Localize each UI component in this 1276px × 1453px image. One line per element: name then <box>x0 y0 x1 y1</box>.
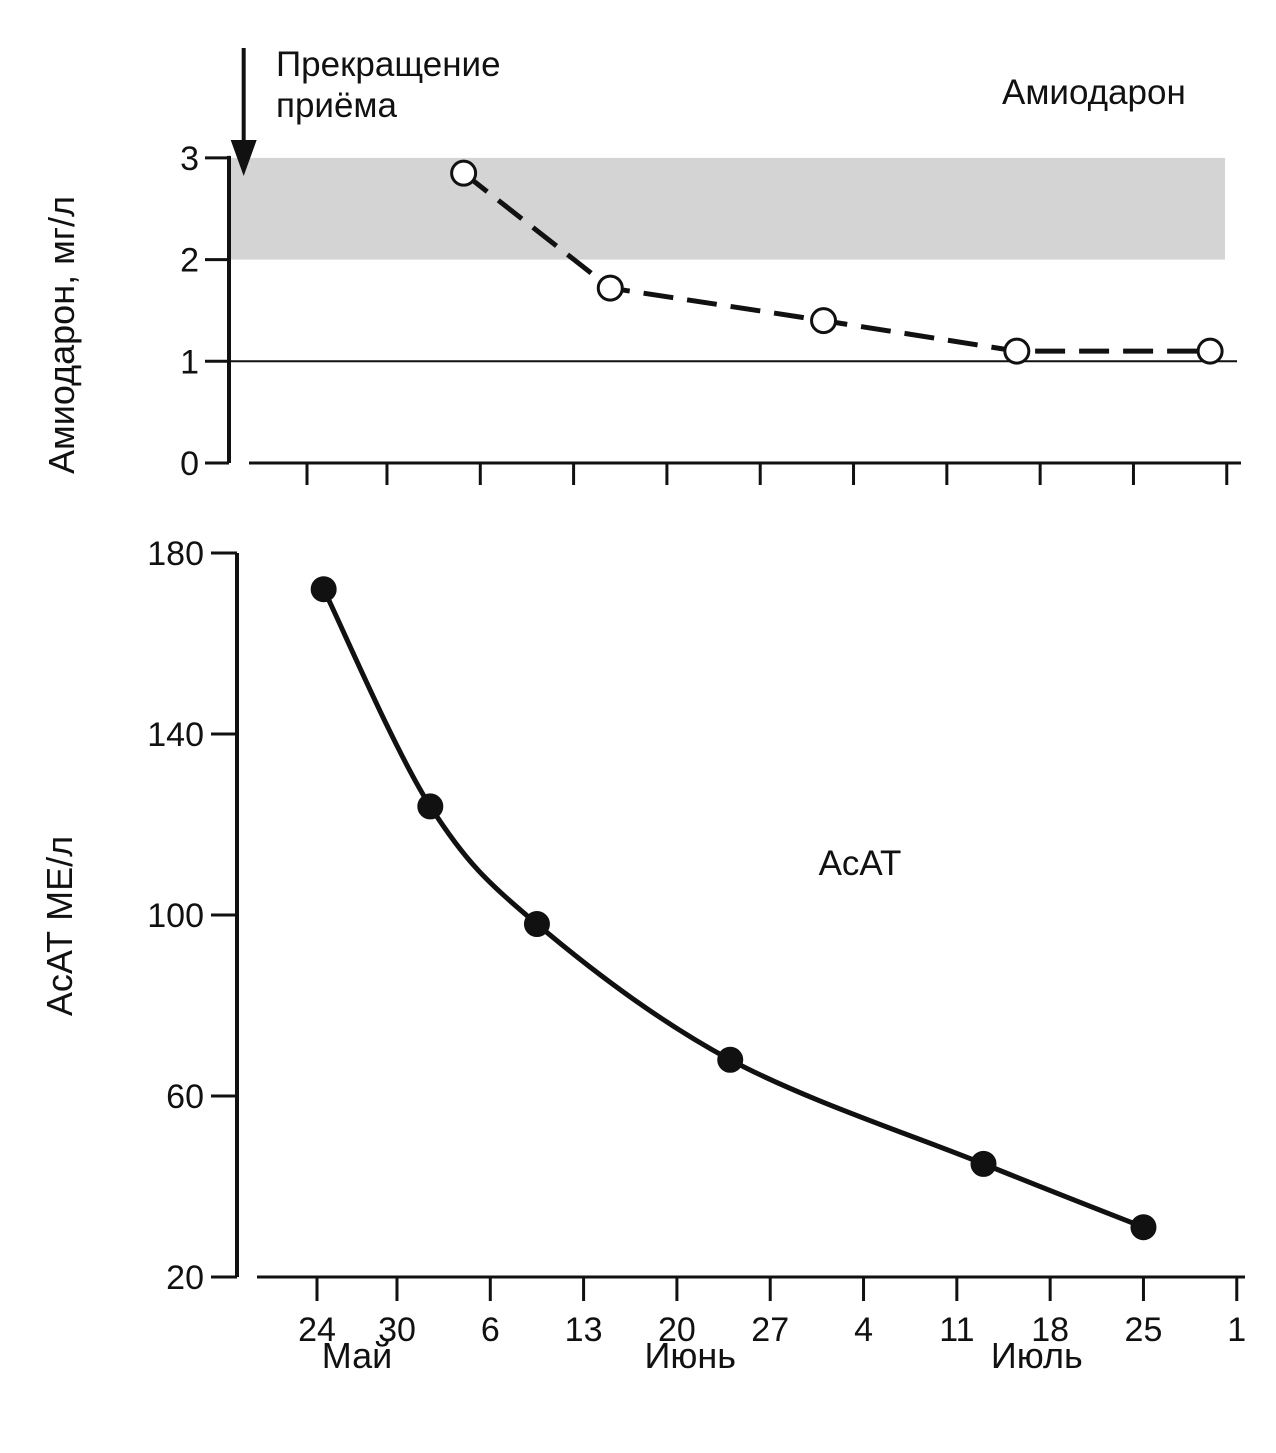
amiodarone-point <box>450 159 478 187</box>
bottom-x-tick-label: 20 <box>658 1311 696 1349</box>
bottom-x-tick-label: 1 <box>1227 1311 1246 1349</box>
bottom-y-tick-label: 60 <box>166 1078 204 1116</box>
ast-points <box>310 576 1157 1241</box>
month-label: Май <box>322 1335 393 1376</box>
bottom-x-tick-label: 30 <box>378 1311 416 1349</box>
bottom-x-tick-label: 18 <box>1031 1311 1069 1349</box>
bottom-x-tick-label: 24 <box>298 1311 336 1349</box>
therapeutic-range-band <box>229 157 1225 260</box>
ast-point <box>417 793 444 820</box>
bottom-y-tick-label: 140 <box>147 716 204 754</box>
ast-panel: 20 60 100 140 180 24 30 6 13 20 27 4 11 18 25 1 Май Июн… <box>39 535 1246 1376</box>
stop-annotation-line1: Прекращение <box>276 45 501 84</box>
top-y-tick-label: 3 <box>180 140 199 178</box>
top-y-axis-title: Амиодарон, мг/л <box>41 196 82 474</box>
month-label: Июль <box>991 1335 1083 1376</box>
amiodarone-panel: 0 1 2 3 Амиодарон, мг/л Амиодарон Прекращен… <box>41 45 1241 485</box>
month-label: Июнь <box>644 1335 736 1376</box>
amiodarone-point <box>596 274 624 302</box>
top-y-ticks: 0 1 2 3 <box>180 140 229 483</box>
bottom-x-tick-label: 6 <box>481 1311 500 1349</box>
month-labels: Май Июнь Июль <box>322 1335 1083 1376</box>
stop-annotation-line2: приёма <box>276 86 397 125</box>
ast-series-curve <box>321 588 1145 1230</box>
top-x-ticks <box>305 463 1229 485</box>
top-y-tick-label: 1 <box>180 343 199 381</box>
amiodarone-points <box>450 159 1224 365</box>
top-y-tick-label: 2 <box>180 242 199 280</box>
ast-point <box>717 1046 744 1073</box>
ast-point <box>523 911 550 938</box>
amiodarone-point <box>1196 337 1224 365</box>
bottom-x-tick-label: 4 <box>854 1311 873 1349</box>
top-y-tick-label: 0 <box>180 445 199 483</box>
stop-dosing-annotation: Прекращение приёма <box>230 45 501 176</box>
ast-point <box>1130 1214 1157 1241</box>
bottom-x-tick-label: 11 <box>939 1311 974 1349</box>
amiodarone-point <box>1003 337 1031 365</box>
bottom-x-ticks: 24 30 6 13 20 27 4 11 18 25 1 <box>298 1277 1246 1349</box>
ast-point <box>970 1150 997 1177</box>
bottom-y-tick-label: 180 <box>147 535 204 573</box>
bottom-y-tick-label: 100 <box>147 897 204 935</box>
arrow-down-icon <box>230 140 257 176</box>
ast-series-label: АсАТ <box>819 844 902 883</box>
amiodarone-point <box>810 307 838 335</box>
bottom-x-tick-label: 27 <box>751 1311 789 1349</box>
bottom-x-tick-label: 13 <box>565 1311 603 1349</box>
amiodarone-series-label: Амиодарон <box>1002 73 1186 112</box>
bottom-x-tick-label: 25 <box>1125 1311 1163 1349</box>
bottom-y-tick-label: 20 <box>166 1259 204 1297</box>
bottom-y-ticks: 20 60 100 140 180 <box>147 535 237 1297</box>
bottom-y-axis-title: АсАТ МЕ/л <box>39 836 80 1016</box>
ast-point <box>310 576 337 603</box>
